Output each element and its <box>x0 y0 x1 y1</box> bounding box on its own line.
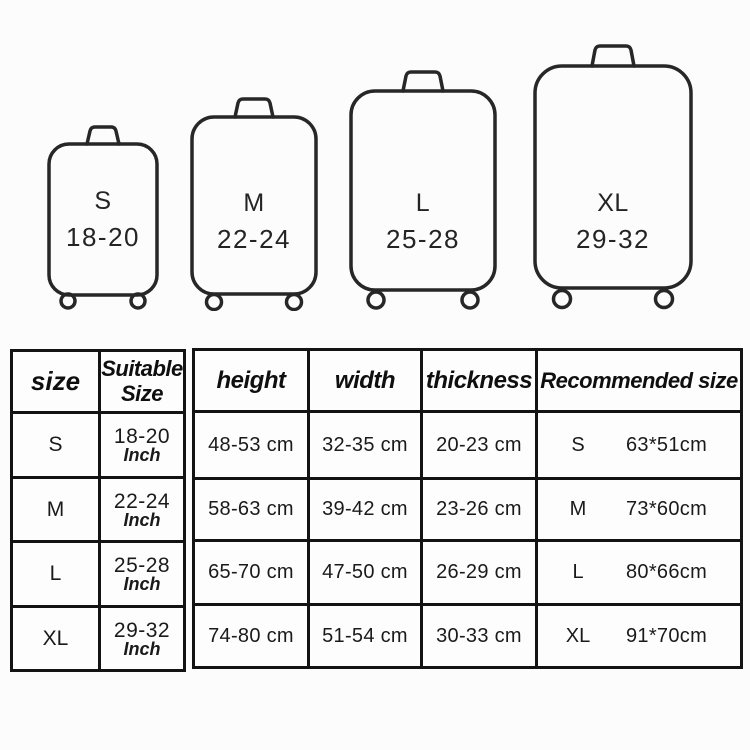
recommended-size-letter: S <box>571 433 585 456</box>
table-row: 74-80 cm 51-54 cm 30-33 cm XL 91*70cm <box>192 603 743 669</box>
recommended-size-dims: 73*60cm <box>626 498 708 520</box>
col-header-recommended-size: Recommended size <box>535 348 743 413</box>
range-unit: Inch <box>123 509 161 530</box>
col-header-thickness: thickness <box>420 348 538 413</box>
table-row: 58-63 cm 39-42 cm 23-26 cm M 73*60cm <box>192 477 743 542</box>
table-row: 65-70 cm 47-50 cm 26-29 cm L 80*66cm <box>192 539 743 606</box>
width-cell: 51-54 cm <box>307 603 423 669</box>
recommended-size-letter: M <box>569 498 587 520</box>
suitcase-m: M 22-24 <box>190 97 318 311</box>
suitcase-s: S 18-20 <box>47 125 159 311</box>
table-row: M 22-24 Inch <box>10 476 186 543</box>
range-value: 25-28 <box>113 554 171 577</box>
size-cell: M <box>10 476 101 543</box>
suitcase-size-letter: S <box>94 187 112 215</box>
size-cell: XL <box>10 605 101 672</box>
col-header-size: size <box>10 349 101 414</box>
suitcase-size-range: 25-28 <box>386 224 460 254</box>
recommended-size-dims: 91*70cm <box>626 624 708 647</box>
height-cell: 48-53 cm <box>192 410 310 480</box>
suitcase-outline-icon <box>190 97 318 311</box>
recommended-size-cell: XL 91*70cm <box>535 603 743 669</box>
suitcase-size-letter: L <box>415 189 431 217</box>
width-cell: 32-35 cm <box>307 410 423 480</box>
width-cell: 39-42 cm <box>307 477 423 542</box>
recommended-size-dims: 80*66cm <box>626 561 708 583</box>
col-header-width: width <box>307 348 423 413</box>
range-unit: Inch <box>123 574 161 594</box>
height-cell: 74-80 cm <box>192 603 310 669</box>
thickness-cell: 20-23 cm <box>420 410 538 480</box>
range-value: 18-20 <box>113 425 171 448</box>
dimension-table: height width thickness Recommended size … <box>192 348 743 669</box>
height-cell: 65-70 cm <box>192 539 310 606</box>
suitcase-size-letter: XL <box>597 189 629 217</box>
recommended-size-dims: 63*51cm <box>626 433 708 456</box>
range-value: 29-32 <box>113 618 171 642</box>
recommended-size-cell: M 73*60cm <box>535 477 743 542</box>
suitcase-label: S 18-20 <box>47 183 159 255</box>
table-header-row: height width thickness Recommended size <box>192 348 743 413</box>
suitcase-size-letter: M <box>243 189 265 217</box>
recommended-size-cell: L 80*66cm <box>535 539 743 606</box>
suitcase-xl: XL 29-32 <box>533 44 693 310</box>
range-unit: Inch <box>123 445 161 465</box>
suitcase-label: L 25-28 <box>349 185 497 257</box>
height-cell: 58-63 cm <box>192 477 310 542</box>
suitcase-label: M 22-24 <box>190 185 318 257</box>
table-header-row: size Suitable Size <box>10 349 186 414</box>
table-row: XL 29-32 Inch <box>10 605 186 672</box>
thickness-cell: 26-29 cm <box>420 539 538 606</box>
suitcase-size-range: 29-32 <box>576 224 650 254</box>
size-cell: S <box>10 411 101 479</box>
suitcase-label: XL 29-32 <box>533 185 693 257</box>
col-header-height: height <box>192 348 310 413</box>
recommended-size-letter: XL <box>565 624 591 647</box>
range-cell: 29-32 Inch <box>98 605 186 672</box>
suitcase-size-range: 18-20 <box>66 222 140 252</box>
range-cell: 18-20 Inch <box>98 411 186 479</box>
range-cell: 25-28 Inch <box>98 540 186 608</box>
table-row: L 25-28 Inch <box>10 540 186 608</box>
size-cell: L <box>10 540 101 608</box>
thickness-cell: 30-33 cm <box>420 603 538 669</box>
col-header-suitable-size: Suitable Size <box>98 349 186 414</box>
range-value: 22-24 <box>113 489 171 513</box>
suitcase-l: L 25-28 <box>349 70 497 310</box>
suitcase-size-range: 22-24 <box>217 224 291 254</box>
width-cell: 47-50 cm <box>307 539 423 606</box>
suitcase-outline-icon <box>533 44 693 310</box>
recommended-size-cell: S 63*51cm <box>535 410 743 480</box>
range-cell: 22-24 Inch <box>98 476 186 543</box>
suitable-size-table: size Suitable Size S 18-20 Inch M 22-24 … <box>10 349 186 672</box>
table-row: S 18-20 Inch <box>10 411 186 479</box>
recommended-size-letter: L <box>572 561 584 583</box>
suitcase-outline-icon <box>47 125 159 310</box>
suitcase-outline-icon <box>349 70 497 310</box>
range-unit: Inch <box>123 638 161 659</box>
thickness-cell: 23-26 cm <box>420 477 538 542</box>
table-row: 48-53 cm 32-35 cm 20-23 cm S 63*51cm <box>192 410 743 480</box>
